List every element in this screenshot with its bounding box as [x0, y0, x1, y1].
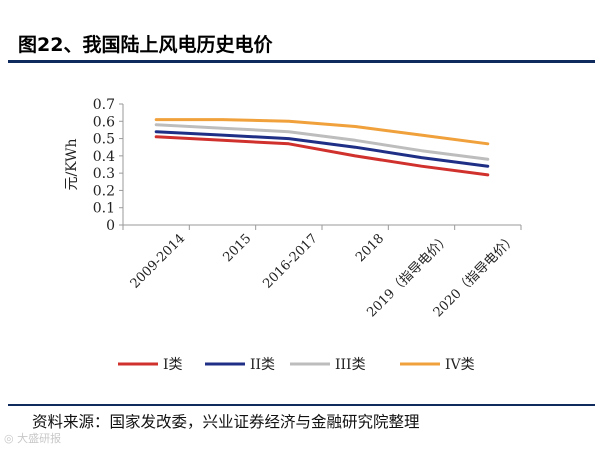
x-tick-label: 2018: [353, 231, 387, 265]
plot-lines: [154, 118, 490, 177]
legend-label-1: I类: [163, 357, 183, 373]
plot-axes: 00.1 0.20.30.40.5 0.60.7 元/KWh 2009-2014 2015…: [64, 97, 522, 320]
source-note: 资料来源：国家发改委，兴业证券经济与金融研究院整理: [32, 413, 420, 431]
source-rule: [8, 404, 595, 406]
watermark-text: 大盛研报: [17, 432, 62, 445]
legend-label-4: IV类: [445, 357, 475, 373]
x-tick-label: 2009-2014: [128, 231, 189, 292]
y-tick-label: 0.5: [93, 132, 115, 148]
y-tick-label: 0: [106, 218, 115, 234]
chart-legend: I类 II类 III类 IV类: [118, 357, 475, 373]
series-line-1: [154, 135, 490, 177]
x-tick-label: 2015: [220, 231, 254, 265]
legend-label-3: III类: [335, 357, 366, 373]
y-axis-label: 元/KWh: [64, 138, 80, 190]
y-tick-label: 0.3: [93, 166, 115, 182]
series-line-2: [154, 130, 490, 168]
y-tick-label: 0.6: [93, 114, 115, 130]
title-underline: [8, 60, 595, 63]
camera-icon: ◎: [4, 432, 14, 445]
series-line-4: [154, 118, 490, 146]
watermark: ◎ 大盛研报: [4, 430, 61, 446]
y-tick-label: 0.4: [93, 149, 115, 165]
figure-title: 图22、我国陆上风电历史电价: [18, 34, 273, 56]
y-tick-label: 0.1: [93, 201, 115, 217]
legend-label-2: II类: [250, 357, 275, 373]
x-tick-label: 2016-2017: [260, 231, 321, 292]
y-tick-label: 0.2: [93, 183, 115, 199]
series-line-3: [154, 123, 490, 161]
y-tick-label: 0.7: [93, 97, 115, 113]
